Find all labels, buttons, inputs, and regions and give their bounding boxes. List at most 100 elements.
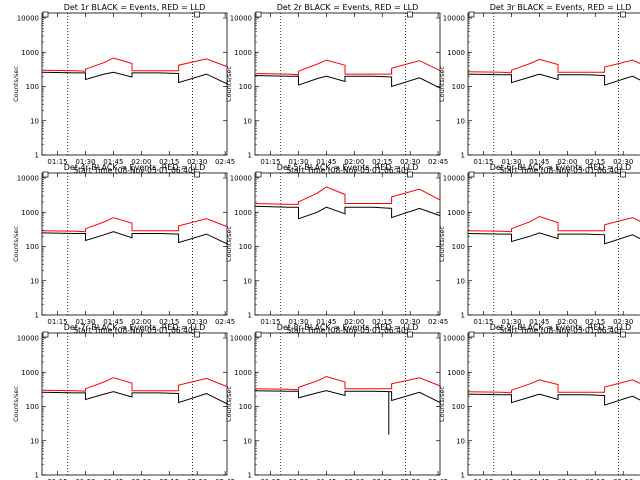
y-tick-label: 10 [30, 437, 39, 445]
y-tick-label: 10 [456, 277, 465, 285]
x-tick-label: 02:30 [187, 158, 207, 166]
y-tick-label: 10000 [443, 175, 465, 183]
x-tick-label: 02:15 [372, 318, 392, 326]
x-tick-label: 02:30 [187, 318, 207, 326]
x-tick-label: 01:15 [473, 318, 493, 326]
plot-frame [467, 172, 640, 316]
x-tick-label: 02:00 [557, 158, 577, 166]
y-tick-label: 1 [35, 472, 39, 480]
y-tick-label: 10000 [17, 15, 39, 23]
events-series-line [41, 231, 228, 245]
square-marker [194, 11, 200, 18]
y-tick-label: 100 [452, 403, 465, 411]
y-tick-label: 10 [30, 277, 39, 285]
square-marker [407, 11, 413, 18]
y-axis-label: Counts/sec [438, 226, 446, 262]
square-marker [255, 331, 262, 338]
events-series-line [254, 75, 441, 89]
x-tick-label: 01:30 [288, 318, 308, 326]
x-tick-label: 01:30 [75, 478, 95, 480]
x-tick-label: 02:00 [557, 318, 577, 326]
square-marker [620, 331, 626, 338]
square-marker [42, 171, 49, 178]
y-tick-label: 10000 [230, 15, 252, 23]
x-tick-label: 02:15 [159, 158, 179, 166]
x-tick-label: 02:15 [372, 158, 392, 166]
square-marker [42, 11, 49, 18]
y-tick-label: 10 [243, 437, 252, 445]
plot-frame [41, 332, 228, 476]
y-tick-label: 10000 [17, 335, 39, 343]
y-tick-label: 100 [239, 243, 252, 251]
events-series-line [467, 393, 640, 406]
plot-frame [254, 172, 441, 316]
y-tick-label: 1000 [447, 369, 465, 377]
y-tick-label: 1000 [234, 49, 252, 57]
square-marker [194, 171, 200, 178]
y-tick-label: 10000 [17, 175, 39, 183]
x-tick-label: 02:00 [344, 158, 364, 166]
x-tick-label: 01:15 [260, 158, 280, 166]
x-tick-label: 02:45 [428, 478, 448, 480]
lld-series-line [467, 58, 640, 74]
x-tick-label: 02:30 [613, 478, 633, 480]
detector-panel: Det 7r BLACK = Events, RED = LLD 1 10 100 10… [12, 323, 235, 480]
x-tick-label: 01:15 [47, 158, 67, 166]
panel-title: Det 4r BLACK = Events, RED = LLD [64, 163, 206, 172]
x-tick-label: 01:45 [316, 318, 336, 326]
y-tick-label: 1 [461, 472, 465, 480]
plot-frame [467, 12, 640, 156]
plot-frame [41, 172, 228, 316]
lld-series-line [254, 59, 441, 76]
x-tick-label: 02:15 [372, 478, 392, 480]
y-tick-label: 100 [26, 83, 39, 91]
x-tick-label: 02:45 [428, 318, 448, 326]
x-tick-label: 01:30 [501, 158, 521, 166]
x-tick-label: 01:15 [473, 158, 493, 166]
y-tick-label: 1 [248, 152, 252, 160]
x-tick-label: 02:00 [131, 318, 151, 326]
y-tick-label: 1 [461, 152, 465, 160]
plot-frame [254, 332, 441, 476]
x-tick-label: 01:45 [103, 158, 123, 166]
events-series-line [254, 205, 441, 220]
x-tick-label: 02:30 [613, 318, 633, 326]
y-axis-label: Counts/sec [225, 226, 233, 262]
x-tick-label: 01:30 [75, 318, 95, 326]
square-marker [620, 171, 626, 178]
y-tick-label: 1000 [234, 209, 252, 217]
panel-title: Det 3r BLACK = Events, RED = LLD [490, 3, 632, 12]
panel-title: Det 1r BLACK = Events, RED = LLD [64, 3, 206, 12]
events-series-line [41, 71, 228, 85]
detector-panel: Det 9r BLACK = Events, RED = LLD 1 10 100 10… [438, 323, 640, 480]
y-tick-label: 10 [243, 277, 252, 285]
y-tick-label: 100 [452, 243, 465, 251]
x-tick-label: 02:00 [131, 158, 151, 166]
x-tick-label: 02:45 [215, 478, 235, 480]
y-tick-label: 10000 [230, 175, 252, 183]
lld-series-line [41, 57, 228, 72]
x-tick-label: 02:30 [187, 478, 207, 480]
y-tick-label: 1 [248, 472, 252, 480]
panel-title: Det 5r BLACK = Events, RED = LLD [277, 163, 419, 172]
y-tick-label: 1 [35, 152, 39, 160]
y-tick-label: 10 [30, 117, 39, 125]
x-axis-label: Start Time (08-Nov-05 01:06:40) [73, 326, 195, 335]
y-tick-label: 100 [239, 403, 252, 411]
plot-frame [467, 332, 640, 476]
y-tick-label: 10000 [443, 15, 465, 23]
panel-title: Det 6r BLACK = Events, RED = LLD [490, 163, 632, 172]
panel-title: Det 2r BLACK = Events, RED = LLD [277, 3, 419, 12]
events-series-line [467, 73, 640, 86]
x-tick-label: 02:15 [585, 318, 605, 326]
panel-title: Det 7r BLACK = Events, RED = LLD [64, 323, 206, 332]
y-tick-label: 1000 [447, 209, 465, 217]
lld-series-line [254, 375, 441, 391]
events-series-line [41, 391, 228, 405]
y-axis-label: Counts/sec [438, 386, 446, 422]
x-axis-label: Start Time (08-Nov-05 01:06:40) [73, 166, 195, 175]
x-tick-label: 02:45 [215, 158, 235, 166]
square-marker [255, 11, 262, 18]
x-tick-label: 01:45 [316, 478, 336, 480]
